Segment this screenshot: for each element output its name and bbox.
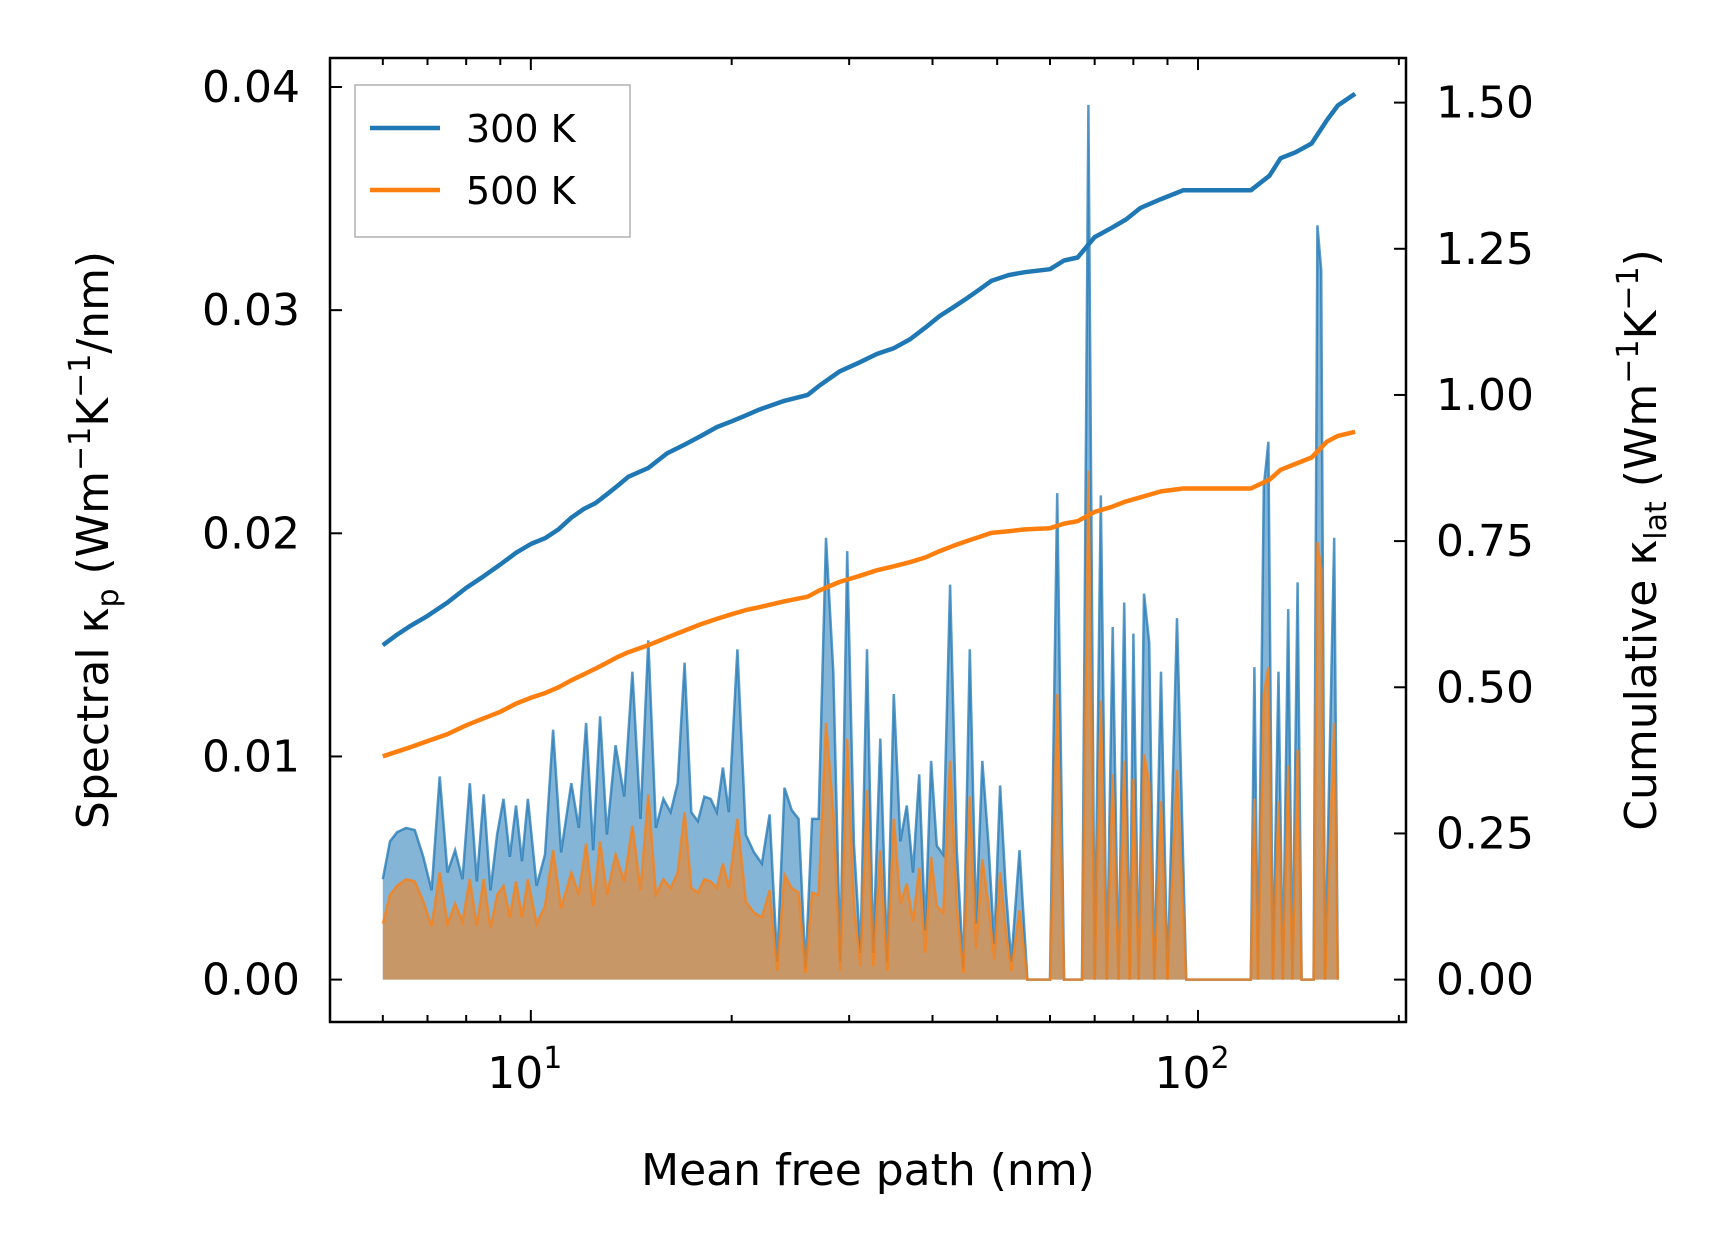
- y-axis-left-title: Spectral κp (Wm−1K−1/nm): [63, 251, 126, 829]
- y-right-unit-c: ): [1616, 249, 1667, 266]
- y-right-tick-label: 1.25: [1436, 224, 1534, 275]
- legend-frame: [354, 84, 631, 238]
- cumulative-line-500k: [382, 429, 1356, 759]
- y-left-tick-label: 0.01: [202, 731, 300, 782]
- y-right-tick-label: 0.25: [1436, 808, 1534, 859]
- cumulative-line-300k: [381, 91, 1357, 648]
- y-right-main: Cumulative κ: [1616, 540, 1667, 831]
- y-right-tick-label: 0.00: [1436, 955, 1534, 1006]
- y-left-unit-c: /nm): [68, 251, 119, 354]
- tick-labels: 101 102 0.00 0.01 0.02 0.03 0.04 0.00 0.25 0.50 0.…: [202, 62, 1534, 1099]
- y-right-unit-b: K: [1616, 309, 1667, 339]
- y-left-sup1: −1: [63, 427, 98, 471]
- y-right-tick-label: 0.50: [1436, 662, 1534, 713]
- cumulative-lines: [381, 91, 1357, 759]
- y-right-unit-a: (Wm: [1616, 384, 1667, 502]
- y-left-sub: p: [91, 588, 126, 607]
- y-right-sub: lat: [1639, 501, 1674, 540]
- plot-frame: [328, 56, 1408, 1024]
- y-right-tick-label: 0.75: [1436, 516, 1534, 567]
- y-left-unit-a: (Wm: [68, 471, 119, 589]
- x-tick-label: 102: [1154, 1041, 1229, 1099]
- spectral-edge-500k: [381, 470, 1340, 981]
- legend-label-500k: 500 K: [466, 169, 577, 213]
- y-right-tick-label: 1.50: [1436, 78, 1534, 129]
- x-axis-title: Mean free path (nm): [641, 1145, 1095, 1196]
- y-left-unit-b: K: [68, 397, 119, 427]
- y-left-tick-label: 0.04: [202, 62, 300, 113]
- y-left-main: Spectral κ: [68, 608, 119, 830]
- y-left-sup2: −1: [63, 354, 98, 398]
- legend-label-300k: 300 K: [466, 107, 577, 151]
- spectral-fills: [381, 104, 1340, 981]
- x-tick-label: 101: [487, 1041, 562, 1099]
- y-left-tick-label: 0.02: [202, 508, 300, 559]
- y-right-tick-label: 1.00: [1436, 370, 1534, 421]
- legend: 300 K 500 K: [354, 84, 631, 238]
- y-right-sup1: −1: [1611, 339, 1646, 383]
- spectral-area-500k: [382, 470, 1338, 980]
- y-left-tick-label: 0.00: [202, 955, 300, 1006]
- y-left-tick-label: 0.03: [202, 285, 300, 336]
- y-right-sup2: −1: [1611, 266, 1646, 310]
- y-axis-right-title: Cumulative κlat (Wm−1K−1): [1611, 249, 1674, 831]
